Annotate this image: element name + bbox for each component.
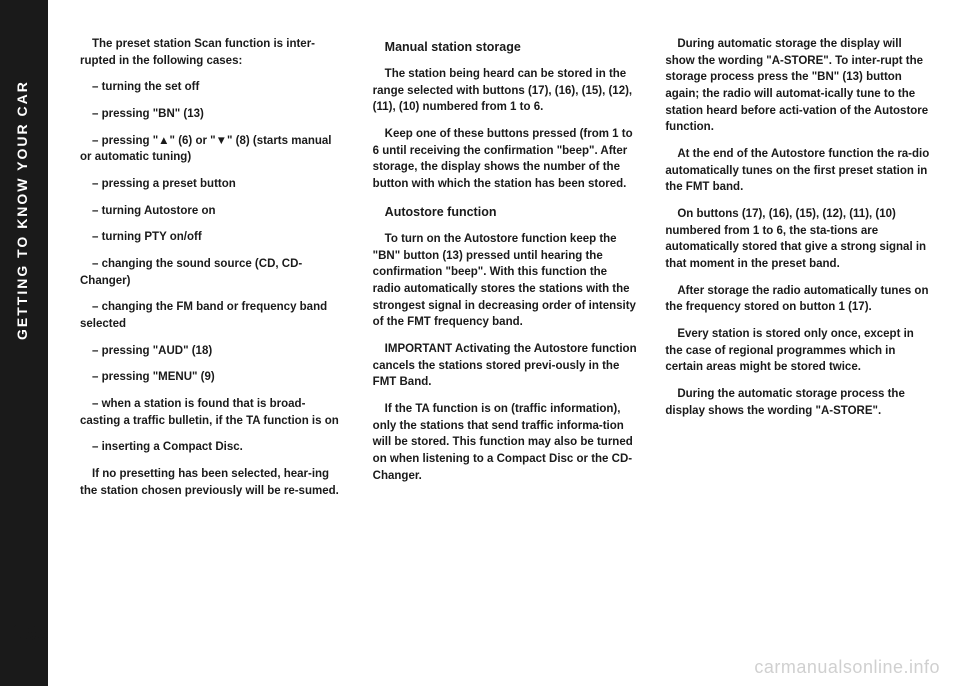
- col1-item-10: – pressing "MENU" (9): [80, 369, 345, 386]
- page-number: 156: [12, 620, 49, 646]
- col1-closing: If no presetting has been selected, hear…: [80, 466, 345, 499]
- col1-item-12: – inserting a Compact Disc.: [80, 439, 345, 456]
- col3-p6: During the automatic storage process the…: [665, 386, 930, 419]
- manual-page: GETTING TO KNOW YOUR CAR 156 The preset …: [0, 0, 960, 686]
- col2-p3: To turn on the Autostore function keep t…: [373, 231, 638, 331]
- col1-item-3: – pressing "▲" (6) or "▼" (8) (starts ma…: [80, 133, 345, 166]
- column-3: During automatic storage the display wil…: [665, 36, 930, 509]
- col3-p3: On buttons (17), (16), (15), (12), (11),…: [665, 206, 930, 273]
- col1-item-6: – turning PTY on/off: [80, 229, 345, 246]
- col2-p5: If the TA function is on (traffic inform…: [373, 401, 638, 484]
- col3-p5: Every station is stored only once, excep…: [665, 326, 930, 376]
- col3-p4: After storage the radio automatically tu…: [665, 283, 930, 316]
- col1-item-1: – turning the set off: [80, 79, 345, 96]
- col2-heading-1: Manual station storage: [373, 38, 638, 56]
- col1-item-5: – turning Autostore on: [80, 203, 345, 220]
- col1-intro: The preset station Scan function is inte…: [80, 36, 345, 69]
- col2-heading-2: Autostore function: [373, 203, 638, 221]
- col2-p2: Keep one of these buttons pressed (from …: [373, 126, 638, 193]
- sidebar-tab: GETTING TO KNOW YOUR CAR: [0, 0, 48, 686]
- content-area: The preset station Scan function is inte…: [80, 36, 930, 509]
- column-2: Manual station storage The station being…: [373, 36, 638, 509]
- col1-item-11: – when a station is found that is broad-…: [80, 396, 345, 429]
- col1-item-2: – pressing "BN" (13): [80, 106, 345, 123]
- col1-item-8: – changing the FM band or frequency band…: [80, 299, 345, 332]
- col2-p1: The station being heard can be stored in…: [373, 66, 638, 116]
- col1-item-7: – changing the sound source (CD, CD-Chan…: [80, 256, 345, 289]
- col3-p1: During automatic storage the display wil…: [665, 36, 930, 136]
- sidebar-label: GETTING TO KNOW YOUR CAR: [14, 80, 30, 340]
- watermark-text: carmanualsonline.info: [754, 657, 940, 678]
- column-1: The preset station Scan function is inte…: [80, 36, 345, 509]
- col1-item-9: – pressing "AUD" (18): [80, 343, 345, 360]
- col1-item-4: – pressing a preset button: [80, 176, 345, 193]
- col3-p2: At the end of the Autostore function the…: [665, 146, 930, 196]
- col2-p4: IMPORTANT Activating the Autostore funct…: [373, 341, 638, 391]
